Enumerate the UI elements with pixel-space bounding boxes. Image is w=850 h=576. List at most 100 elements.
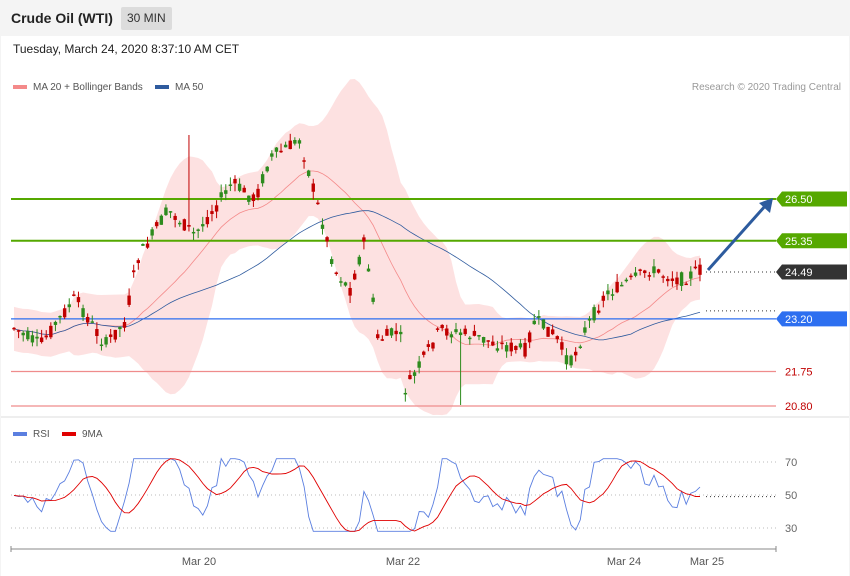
- candle-body: [371, 297, 375, 302]
- candle-body: [270, 153, 274, 157]
- timeframe-badge[interactable]: 30 MIN: [121, 7, 172, 30]
- candle-body: [214, 205, 219, 212]
- candle-body: [210, 211, 214, 214]
- candle-body: [242, 187, 246, 193]
- candle-body: [329, 259, 334, 265]
- candle-body: [348, 287, 352, 296]
- candle-body: [509, 342, 513, 352]
- x-tick-label: Mar 25: [690, 556, 724, 568]
- candle-body: [316, 202, 320, 205]
- candle-body: [537, 316, 541, 318]
- candle-body: [44, 335, 48, 338]
- x-tick-label: Mar 24: [607, 556, 641, 568]
- candle-body: [366, 268, 371, 272]
- candle-body: [656, 269, 661, 273]
- candle-body: [191, 231, 196, 234]
- candle-body: [122, 321, 127, 328]
- copyright: Research © 2020 Trading Central: [692, 82, 841, 93]
- legend-bollinger: MA 20 + Bollinger Bands: [33, 82, 143, 93]
- candle-body: [633, 272, 638, 276]
- candle-body: [260, 174, 265, 184]
- candle-body: [587, 318, 592, 321]
- level-label: 26.50: [785, 194, 813, 206]
- candle-body: [219, 192, 223, 198]
- candle-body: [638, 269, 642, 271]
- candle-body: [403, 392, 408, 395]
- candle-body: [95, 329, 99, 337]
- candle-body: [76, 297, 81, 303]
- candle-body: [569, 355, 573, 366]
- candle-body: [62, 308, 67, 318]
- level-tag-3: [776, 311, 847, 327]
- candle-body: [440, 324, 444, 328]
- candle-body: [104, 337, 108, 345]
- candle-body: [666, 278, 670, 282]
- candle-body: [99, 344, 104, 347]
- candle-body: [164, 207, 168, 216]
- candle-body: [527, 332, 532, 343]
- candle-body: [412, 372, 417, 376]
- candle-body: [256, 188, 260, 198]
- candle-body: [108, 334, 113, 337]
- candle-body: [325, 237, 329, 242]
- candle-body: [21, 332, 25, 336]
- candle-body: [449, 334, 454, 338]
- candle-body: [343, 282, 348, 286]
- candle-body: [394, 330, 398, 335]
- candle-body: [81, 308, 85, 318]
- level-label: 23.20: [785, 314, 813, 326]
- candle-body: [550, 329, 555, 335]
- candle-body: [334, 272, 338, 274]
- candle-body: [187, 225, 191, 227]
- candle-body: [647, 275, 652, 277]
- candle-body: [693, 266, 698, 269]
- candle-body: [689, 271, 693, 279]
- candle-body: [468, 337, 472, 340]
- candle-body: [30, 335, 35, 343]
- candle-body: [523, 342, 527, 357]
- candle-body: [399, 331, 403, 335]
- candle-body: [518, 343, 523, 348]
- candle-body: [491, 341, 495, 346]
- level-tag-2: [776, 264, 847, 280]
- level-label: 20.80: [785, 401, 813, 413]
- candle-body: [661, 276, 665, 278]
- candle-body: [643, 270, 647, 274]
- candle-body: [426, 344, 431, 347]
- legend-ma50: MA 50: [175, 82, 204, 93]
- candle-body: [288, 140, 292, 150]
- candle-body: [85, 316, 90, 323]
- candle-body: [606, 290, 610, 295]
- bollinger-band: [14, 79, 700, 416]
- candle-body: [274, 147, 279, 152]
- candle-body: [224, 190, 228, 194]
- candle-body: [477, 334, 481, 337]
- rsi-ma-line: [13, 458, 700, 532]
- ma20-line: [13, 170, 701, 347]
- candle-body: [155, 222, 159, 227]
- candle-body: [39, 337, 44, 343]
- candle-body: [385, 328, 389, 336]
- rsi-tick-label: 70: [785, 457, 797, 469]
- candle-body: [532, 320, 536, 325]
- level-tag-0: [776, 191, 847, 207]
- candle-body: [320, 224, 325, 229]
- candle-body: [306, 170, 311, 176]
- candle-body: [583, 327, 587, 333]
- candle-body: [35, 336, 39, 339]
- candle-body: [514, 345, 518, 350]
- candle-body: [417, 361, 421, 368]
- candle-body: [357, 256, 362, 265]
- candle-body: [159, 215, 164, 225]
- arrow-head: [759, 198, 773, 213]
- candle-body: [113, 329, 117, 340]
- candle-body: [481, 337, 486, 343]
- candle-body: [472, 330, 477, 336]
- candle-body: [573, 351, 578, 356]
- x-tick-label: Mar 20: [182, 556, 216, 568]
- candle-body: [504, 345, 509, 352]
- candle-body: [141, 243, 145, 246]
- candle-body: [601, 295, 606, 301]
